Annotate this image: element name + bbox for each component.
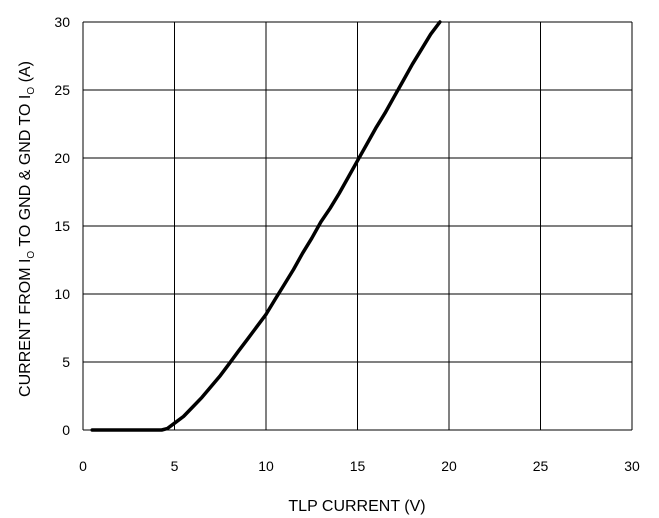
y-axis-label: CURRENT FROM IO TO GND & GND TO IO (A) [17, 61, 37, 397]
y-tick-label: 10 [54, 286, 70, 302]
y-tick-label: 5 [62, 354, 70, 370]
x-tick-label: 5 [171, 458, 179, 474]
x-tick-label: 15 [350, 458, 366, 474]
grid [82, 21, 633, 431]
x-tick-label: 10 [258, 458, 274, 474]
y-axis-label-part3: (A) [17, 61, 34, 87]
x-tick-label: 25 [533, 458, 549, 474]
x-tick-label: 30 [624, 458, 640, 474]
y-axis-label-sub1: O [26, 251, 37, 259]
x-tick-label: 0 [79, 458, 87, 474]
series-line [90, 20, 442, 432]
x-tick-label: 20 [441, 458, 457, 474]
y-tick-label: 15 [54, 218, 70, 234]
y-tick-label: 0 [62, 422, 70, 438]
y-tick-label: 30 [54, 14, 70, 30]
series-layer [90, 20, 442, 432]
x-tick-labels: 0 5 10 15 20 25 30 [79, 458, 640, 474]
y-tick-label: 20 [54, 150, 70, 166]
y-axis-label-part2: TO GND & GND TO I [17, 95, 34, 251]
y-tick-label: 25 [54, 82, 70, 98]
y-axis-label-sub2: O [26, 87, 37, 95]
y-axis-label-part1: CURRENT FROM I [17, 259, 34, 397]
x-axis-label: TLP CURRENT (V) [288, 498, 425, 515]
y-tick-labels: 0 5 10 15 20 25 30 [54, 14, 70, 438]
